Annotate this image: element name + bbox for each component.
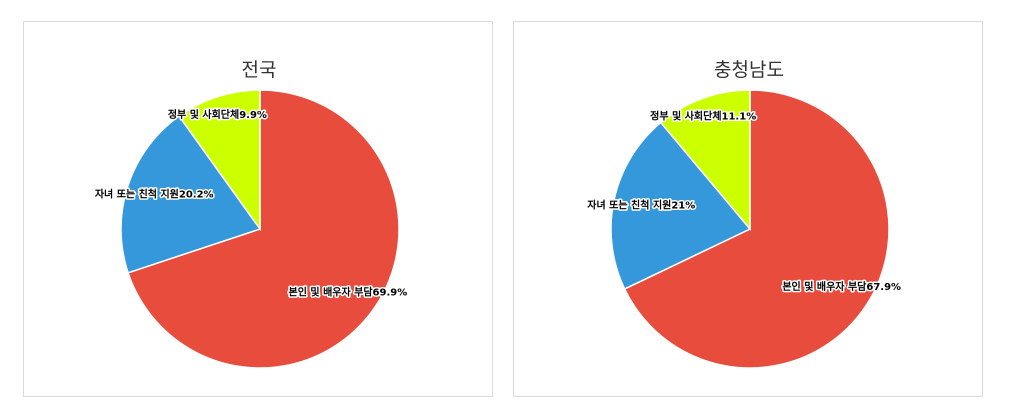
chart-panel-national: 전국 본인 및 배우자 부담69.9% 자녀 또는 친척 지원20.2% 정부 및 … xyxy=(23,21,493,397)
pie-slice-government-social[interactable] xyxy=(177,89,261,232)
slice-label-children-relatives: 자녀 또는 친척 지원20.2% xyxy=(95,188,214,201)
pie-slice-government-social[interactable] xyxy=(659,89,751,232)
pie-slice-children-relatives[interactable] xyxy=(120,114,262,274)
pie-slices xyxy=(610,89,890,369)
slice-label-government-social: 정부 및 사회단체11.1% xyxy=(650,110,756,123)
pie-slice-self-spouse[interactable] xyxy=(127,89,400,369)
chart-title: 전국 xyxy=(242,59,277,81)
pie-slice-children-relatives[interactable] xyxy=(610,121,752,290)
slice-label-children-relatives: 자녀 또는 친척 지원21% xyxy=(587,198,695,211)
slice-label-government-social: 정부 및 사회단체9.9% xyxy=(168,108,267,121)
slice-label-self-spouse: 본인 및 배우자 부담67.9% xyxy=(782,280,901,293)
pie-labels: 본인 및 배우자 부담67.9% 자녀 또는 친척 지원21% 정부 및 사회단체1… xyxy=(586,108,903,294)
pie-slices xyxy=(120,89,400,369)
chart-title: 충청남도 xyxy=(714,59,784,81)
slice-label-self-spouse: 본인 및 배우자 부담69.9% xyxy=(289,286,408,299)
pie-chart-chungnam: 충청남도 본인 및 배우자 부담67.9% 자녀 또는 친척 지원21% 정부 및 … xyxy=(586,59,903,369)
chart-panel-chungnam: 충청남도 본인 및 배우자 부담67.9% 자녀 또는 친척 지원21% 정부 및 … xyxy=(513,21,983,397)
pie-chart-national: 전국 본인 및 배우자 부담69.9% 자녀 또는 친척 지원20.2% 정부 및 … xyxy=(93,59,409,369)
pie-labels: 본인 및 배우자 부담69.9% 자녀 또는 친척 지원20.2% 정부 및 사회단… xyxy=(93,107,408,300)
pie-slice-self-spouse[interactable] xyxy=(623,89,890,369)
